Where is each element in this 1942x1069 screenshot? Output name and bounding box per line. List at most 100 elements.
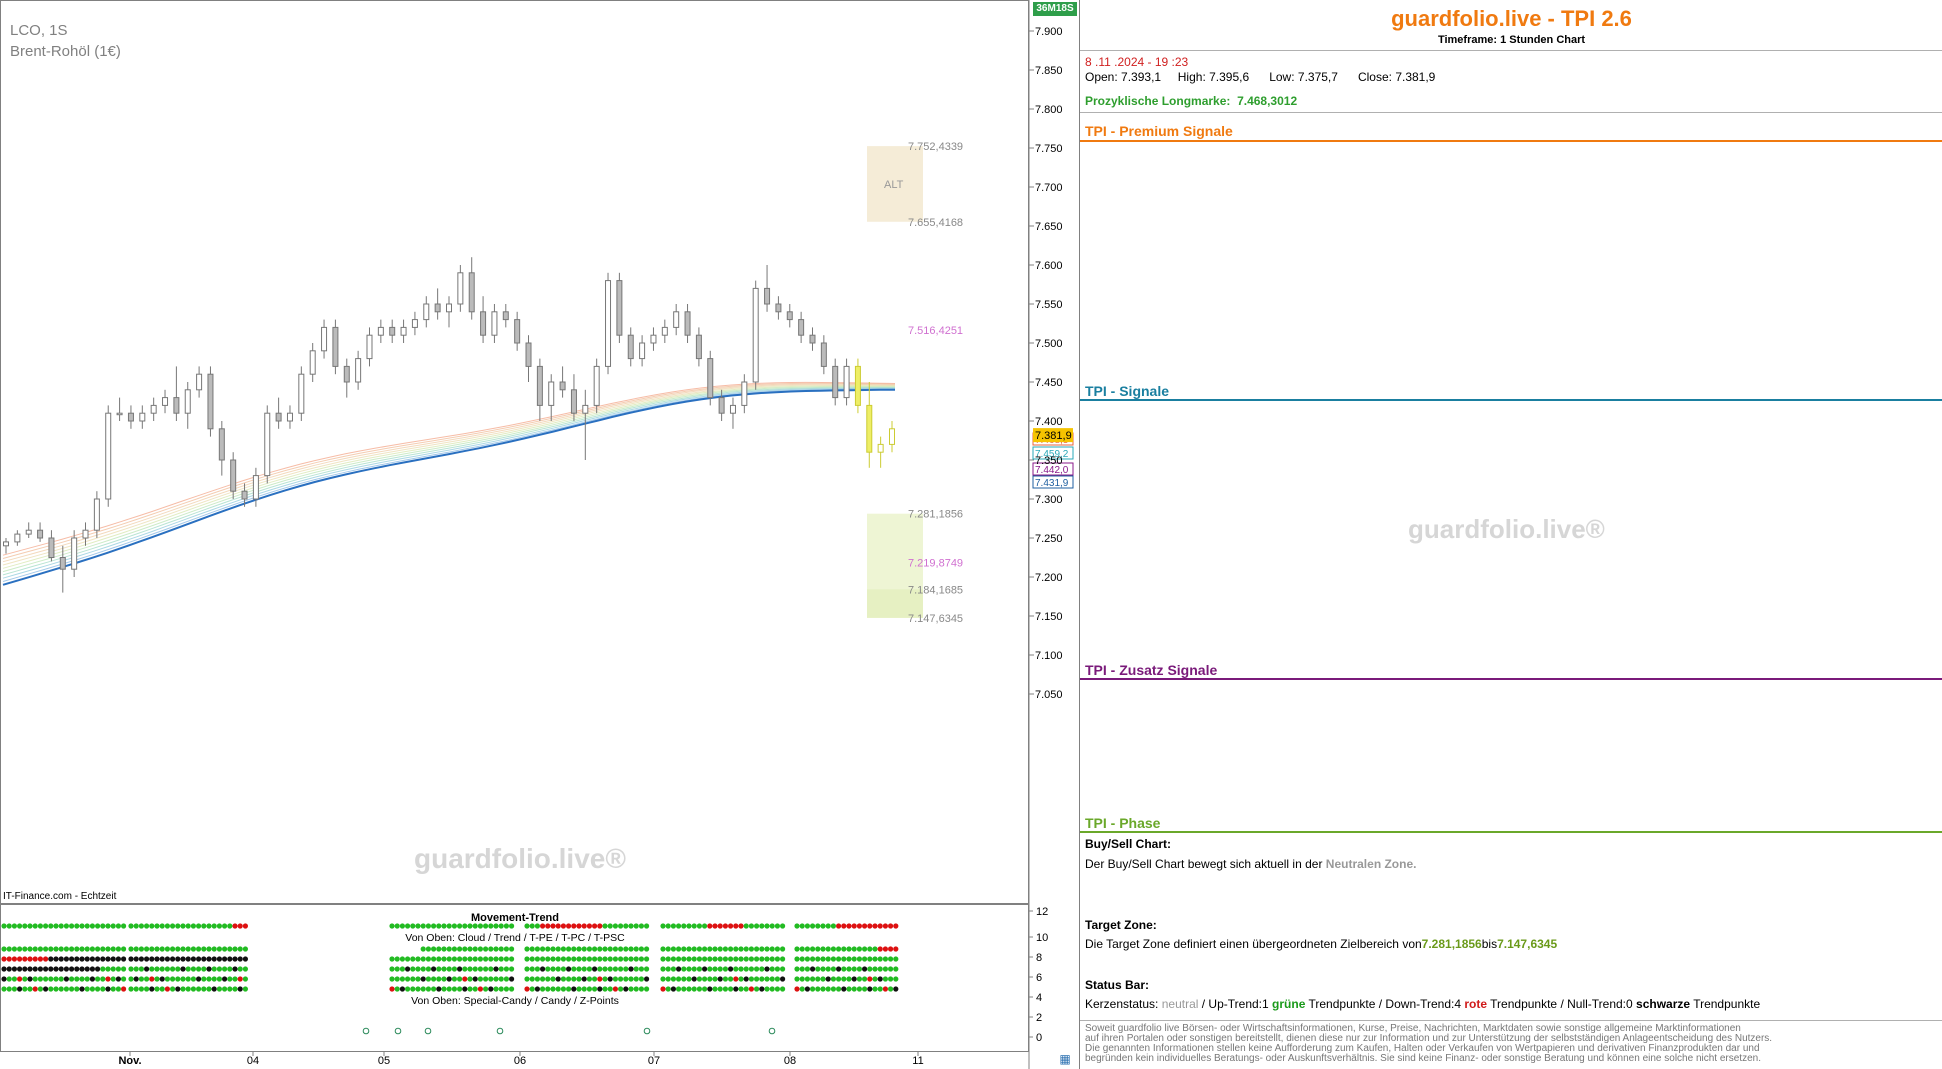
trend-dot (576, 986, 582, 992)
candle-body (150, 404, 157, 414)
trend-dot (566, 946, 572, 952)
trend-dot (769, 976, 775, 982)
trend-dot (712, 976, 718, 982)
trend-dot (446, 986, 452, 992)
trend-dot (586, 976, 593, 982)
section-extra-signals: TPI - Zusatz Signale (1085, 662, 1218, 678)
candle-body (729, 404, 736, 414)
price-tag-box (1032, 475, 1074, 489)
trend-dot (660, 986, 666, 992)
trend-dot (32, 946, 38, 952)
trend-dot (540, 966, 546, 972)
trend-dot (74, 976, 80, 982)
trend-dot (836, 966, 842, 972)
trend-dot (222, 966, 228, 972)
trend-dot (597, 946, 603, 952)
trend-dot (451, 966, 457, 972)
trend-dot (446, 923, 452, 929)
trend-dot (17, 923, 23, 929)
trend-dot (399, 986, 405, 992)
trend-dot (702, 986, 708, 992)
trend-dot (399, 923, 405, 929)
trend-dot (681, 986, 687, 992)
trend-dot (58, 966, 64, 972)
trend-dot (660, 966, 666, 972)
trend-dot (446, 946, 452, 952)
trend-dot (712, 923, 718, 929)
trend-dot (846, 966, 852, 972)
trend-dot (691, 976, 697, 982)
candle-body (832, 365, 839, 399)
trend-dot (623, 946, 629, 952)
trend-dot (862, 956, 868, 962)
trend-dot (529, 986, 535, 992)
trend-dot (597, 976, 603, 982)
alt-zone-bottom-label: 7.655,4168 (908, 217, 963, 229)
trend-dot (759, 986, 765, 992)
trend-dot (576, 966, 582, 972)
trend-dot (159, 976, 165, 982)
trend-dot (493, 986, 499, 992)
trend-dot (607, 966, 613, 972)
price-chart[interactable]: ALT 7.752,4339 7.655,4168 7.281,1856 7.184,1… (0, 0, 1078, 1069)
trend-dot (110, 956, 116, 962)
trend-dot (206, 966, 212, 972)
trend-dot (389, 976, 395, 982)
trend-dot (644, 966, 650, 972)
trend-dot (893, 956, 899, 962)
trend-dot (820, 923, 826, 929)
trend-dot (196, 923, 202, 929)
trend-dot (498, 923, 504, 929)
y-tick-label: 7.500 (1035, 338, 1063, 350)
candle-body (809, 334, 816, 344)
last-price-tag-box (1033, 428, 1073, 443)
trend-dot (170, 986, 176, 992)
trend-dot (27, 966, 33, 972)
trend-dot (696, 966, 703, 972)
trend-dot (830, 923, 837, 929)
candle-body (241, 490, 248, 500)
chart-area[interactable]: ALT 7.752,4339 7.655,4168 7.281,1856 7.184,1… (0, 0, 1078, 1069)
trend-dot (159, 946, 165, 952)
trend-dot (32, 986, 38, 992)
trend-dot (133, 946, 139, 952)
trend-dot (211, 956, 217, 962)
trend-dot (227, 986, 233, 992)
trend-dot (37, 986, 44, 992)
candle-body (491, 311, 498, 336)
trend-dot (154, 946, 160, 952)
trend-dot (431, 976, 437, 982)
trend-dot (644, 986, 650, 992)
trend-dot (644, 956, 650, 962)
trend-dot (862, 966, 868, 972)
trend-dot (175, 986, 181, 992)
trend-dot (686, 976, 692, 982)
trend-dot (592, 986, 598, 992)
trend-dot (529, 923, 535, 929)
trend-dot (115, 956, 121, 962)
trend-dot (451, 946, 457, 952)
trend-dot (780, 986, 786, 992)
trend-dot (6, 966, 12, 972)
trend-dot (446, 966, 452, 972)
settings-corner-icon[interactable]: ▦ (1059, 1052, 1071, 1066)
trend-dot (242, 956, 248, 962)
trend-dot (877, 923, 883, 929)
section-line-phase (1080, 831, 1942, 833)
trend-dot (872, 956, 878, 962)
trend-dot (144, 966, 150, 972)
candle-body (355, 358, 362, 383)
trend-dot (110, 976, 116, 982)
chart-symbol: LCO, 1S (10, 22, 68, 39)
trend-dot (534, 966, 541, 972)
trend-dot (436, 923, 442, 929)
trend-dot (467, 923, 473, 929)
trend-dot (571, 986, 577, 992)
trend-dot (105, 956, 111, 962)
trend-dot (201, 946, 207, 952)
candle-body (366, 334, 373, 360)
trend-dot (743, 966, 749, 972)
price-tag-label: 7.442,0 (1035, 465, 1069, 476)
trend-dot (846, 986, 852, 992)
trend-dot (638, 976, 645, 982)
